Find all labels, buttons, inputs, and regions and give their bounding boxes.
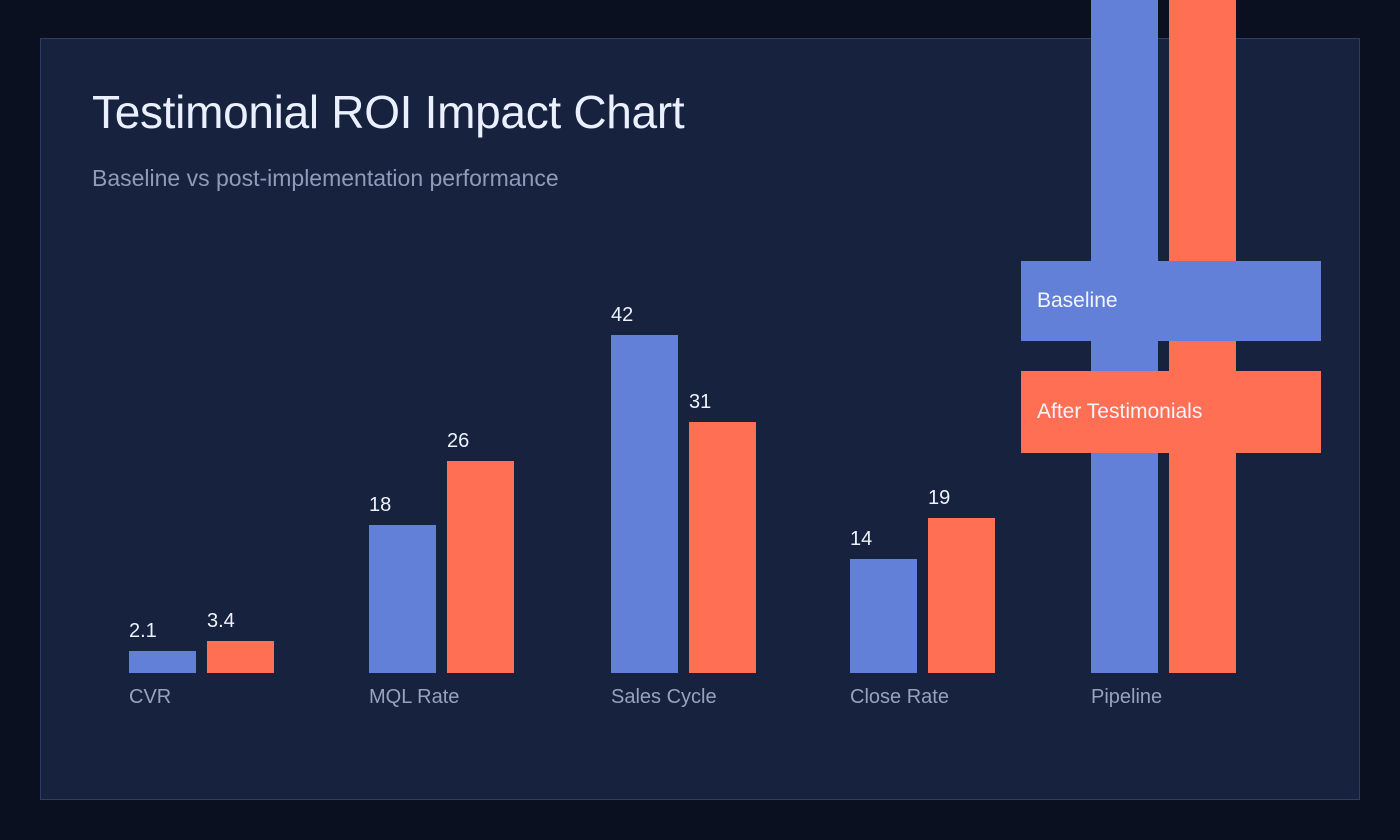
bar-value-baseline: 14 — [850, 528, 873, 550]
bar-value-after-testimonials: 26 — [447, 430, 470, 452]
legend-swatch-after-testimonials — [1021, 371, 1321, 453]
legend-item-after-testimonials[interactable]: After Testimonials — [1021, 371, 1321, 453]
bar-after-testimonials[interactable] — [207, 641, 274, 673]
category-label: MQL Rate — [369, 686, 460, 708]
category-label: Close Rate — [850, 686, 949, 708]
bar-group: 42 31 Sales Cycle — [611, 39, 756, 801]
bar-value-baseline: 42 — [611, 304, 634, 326]
category-label: Sales Cycle — [611, 686, 717, 708]
bar-baseline[interactable] — [611, 335, 678, 673]
bar-value-after-testimonials: 3.4 — [207, 610, 235, 632]
chart-card: Testimonial ROI Impact Chart Baseline vs… — [40, 0, 1361, 801]
chart-legend: Baseline After Testimonials — [41, 39, 1361, 801]
page-title: Testimonial ROI Impact Chart — [92, 86, 685, 138]
legend-swatch-baseline — [1021, 261, 1321, 341]
legend-label-baseline: Baseline — [1037, 289, 1118, 312]
bar-value-baseline: 18 — [369, 494, 392, 516]
category-label: CVR — [129, 686, 172, 708]
bar-baseline[interactable] — [850, 559, 917, 673]
bar-after-testimonials[interactable] — [689, 422, 756, 673]
chart-subtitle: Baseline vs post-implementation performa… — [92, 165, 559, 191]
legend-label-after-testimonials: After Testimonials — [1037, 400, 1203, 423]
bar-group: 2.1 3.4 CVR — [129, 39, 274, 801]
bar-value-baseline: 2.1 — [129, 620, 157, 642]
bar-baseline[interactable] — [129, 651, 196, 673]
legend-item-baseline[interactable]: Baseline — [1021, 261, 1321, 341]
category-label: Pipeline — [1091, 686, 1163, 708]
bar-value-after-testimonials: 31 — [689, 391, 712, 413]
bar-after-testimonials[interactable] — [928, 518, 995, 673]
bar-group: 14 19 Close Rate — [850, 39, 995, 801]
bar-after-testimonials[interactable] — [447, 461, 514, 673]
bar-value-after-testimonials: 19 — [928, 487, 951, 509]
bar-chart-plot: 2.1 3.4 CVR 18 26 MQL Rate 42 31 Sales Cycle 14 19… — [41, 0, 1361, 801]
bar-group: 18 26 MQL Rate — [369, 39, 514, 801]
bar-baseline[interactable] — [369, 525, 436, 673]
